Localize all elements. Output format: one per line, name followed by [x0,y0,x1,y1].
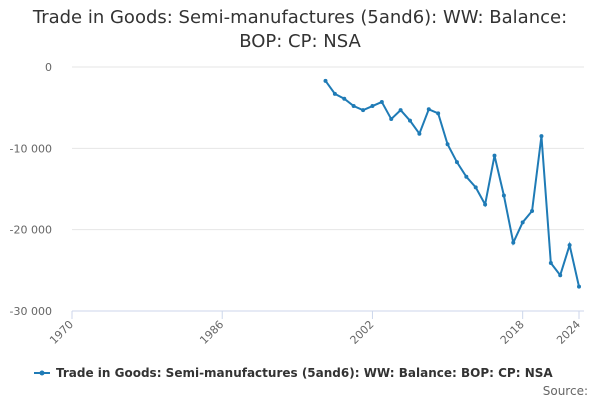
data-point [464,174,469,179]
data-point [332,91,337,96]
source: Source: [543,384,588,398]
data-point [483,202,488,207]
data-point [454,160,459,165]
data-point [511,240,516,245]
data-point [577,284,581,289]
data-point [558,273,563,278]
legend-label: Trade in Goods: Semi-manufactures (5and6… [56,366,553,380]
x-tick-label: 2024 [554,318,583,347]
data-point [389,117,394,122]
data-point [501,193,506,198]
data-point [351,104,356,109]
data-point [408,118,412,123]
data-point [520,220,525,225]
data-point [567,243,572,248]
data-point [530,208,535,213]
data-point [426,107,431,112]
y-tick-label: -30 000 [10,305,52,318]
data-point [361,108,366,113]
x-tick-label: 1986 [197,318,226,347]
data-line [324,80,580,287]
data-point [436,111,441,116]
data-point [398,108,403,113]
x-tick-label: 2002 [348,318,377,347]
data-point [539,134,544,139]
data-point [445,142,450,147]
data-point [548,261,553,266]
legend-marker [39,370,45,376]
data-point [323,78,328,83]
data-point [379,99,384,104]
y-tick-label: -10 000 [10,142,52,155]
x-tick-label: 1970 [47,318,76,347]
data-point [417,131,422,136]
y-tick-label: -20 000 [10,224,52,237]
data-point [370,104,375,109]
y-tick-label: 0 [45,61,52,74]
data-point [473,185,478,190]
chart-title: Trade in Goods: Semi-manufactures (5and6… [32,7,568,52]
data-point [492,153,497,158]
x-tick-label: 2018 [498,318,527,347]
data-point [342,96,347,101]
